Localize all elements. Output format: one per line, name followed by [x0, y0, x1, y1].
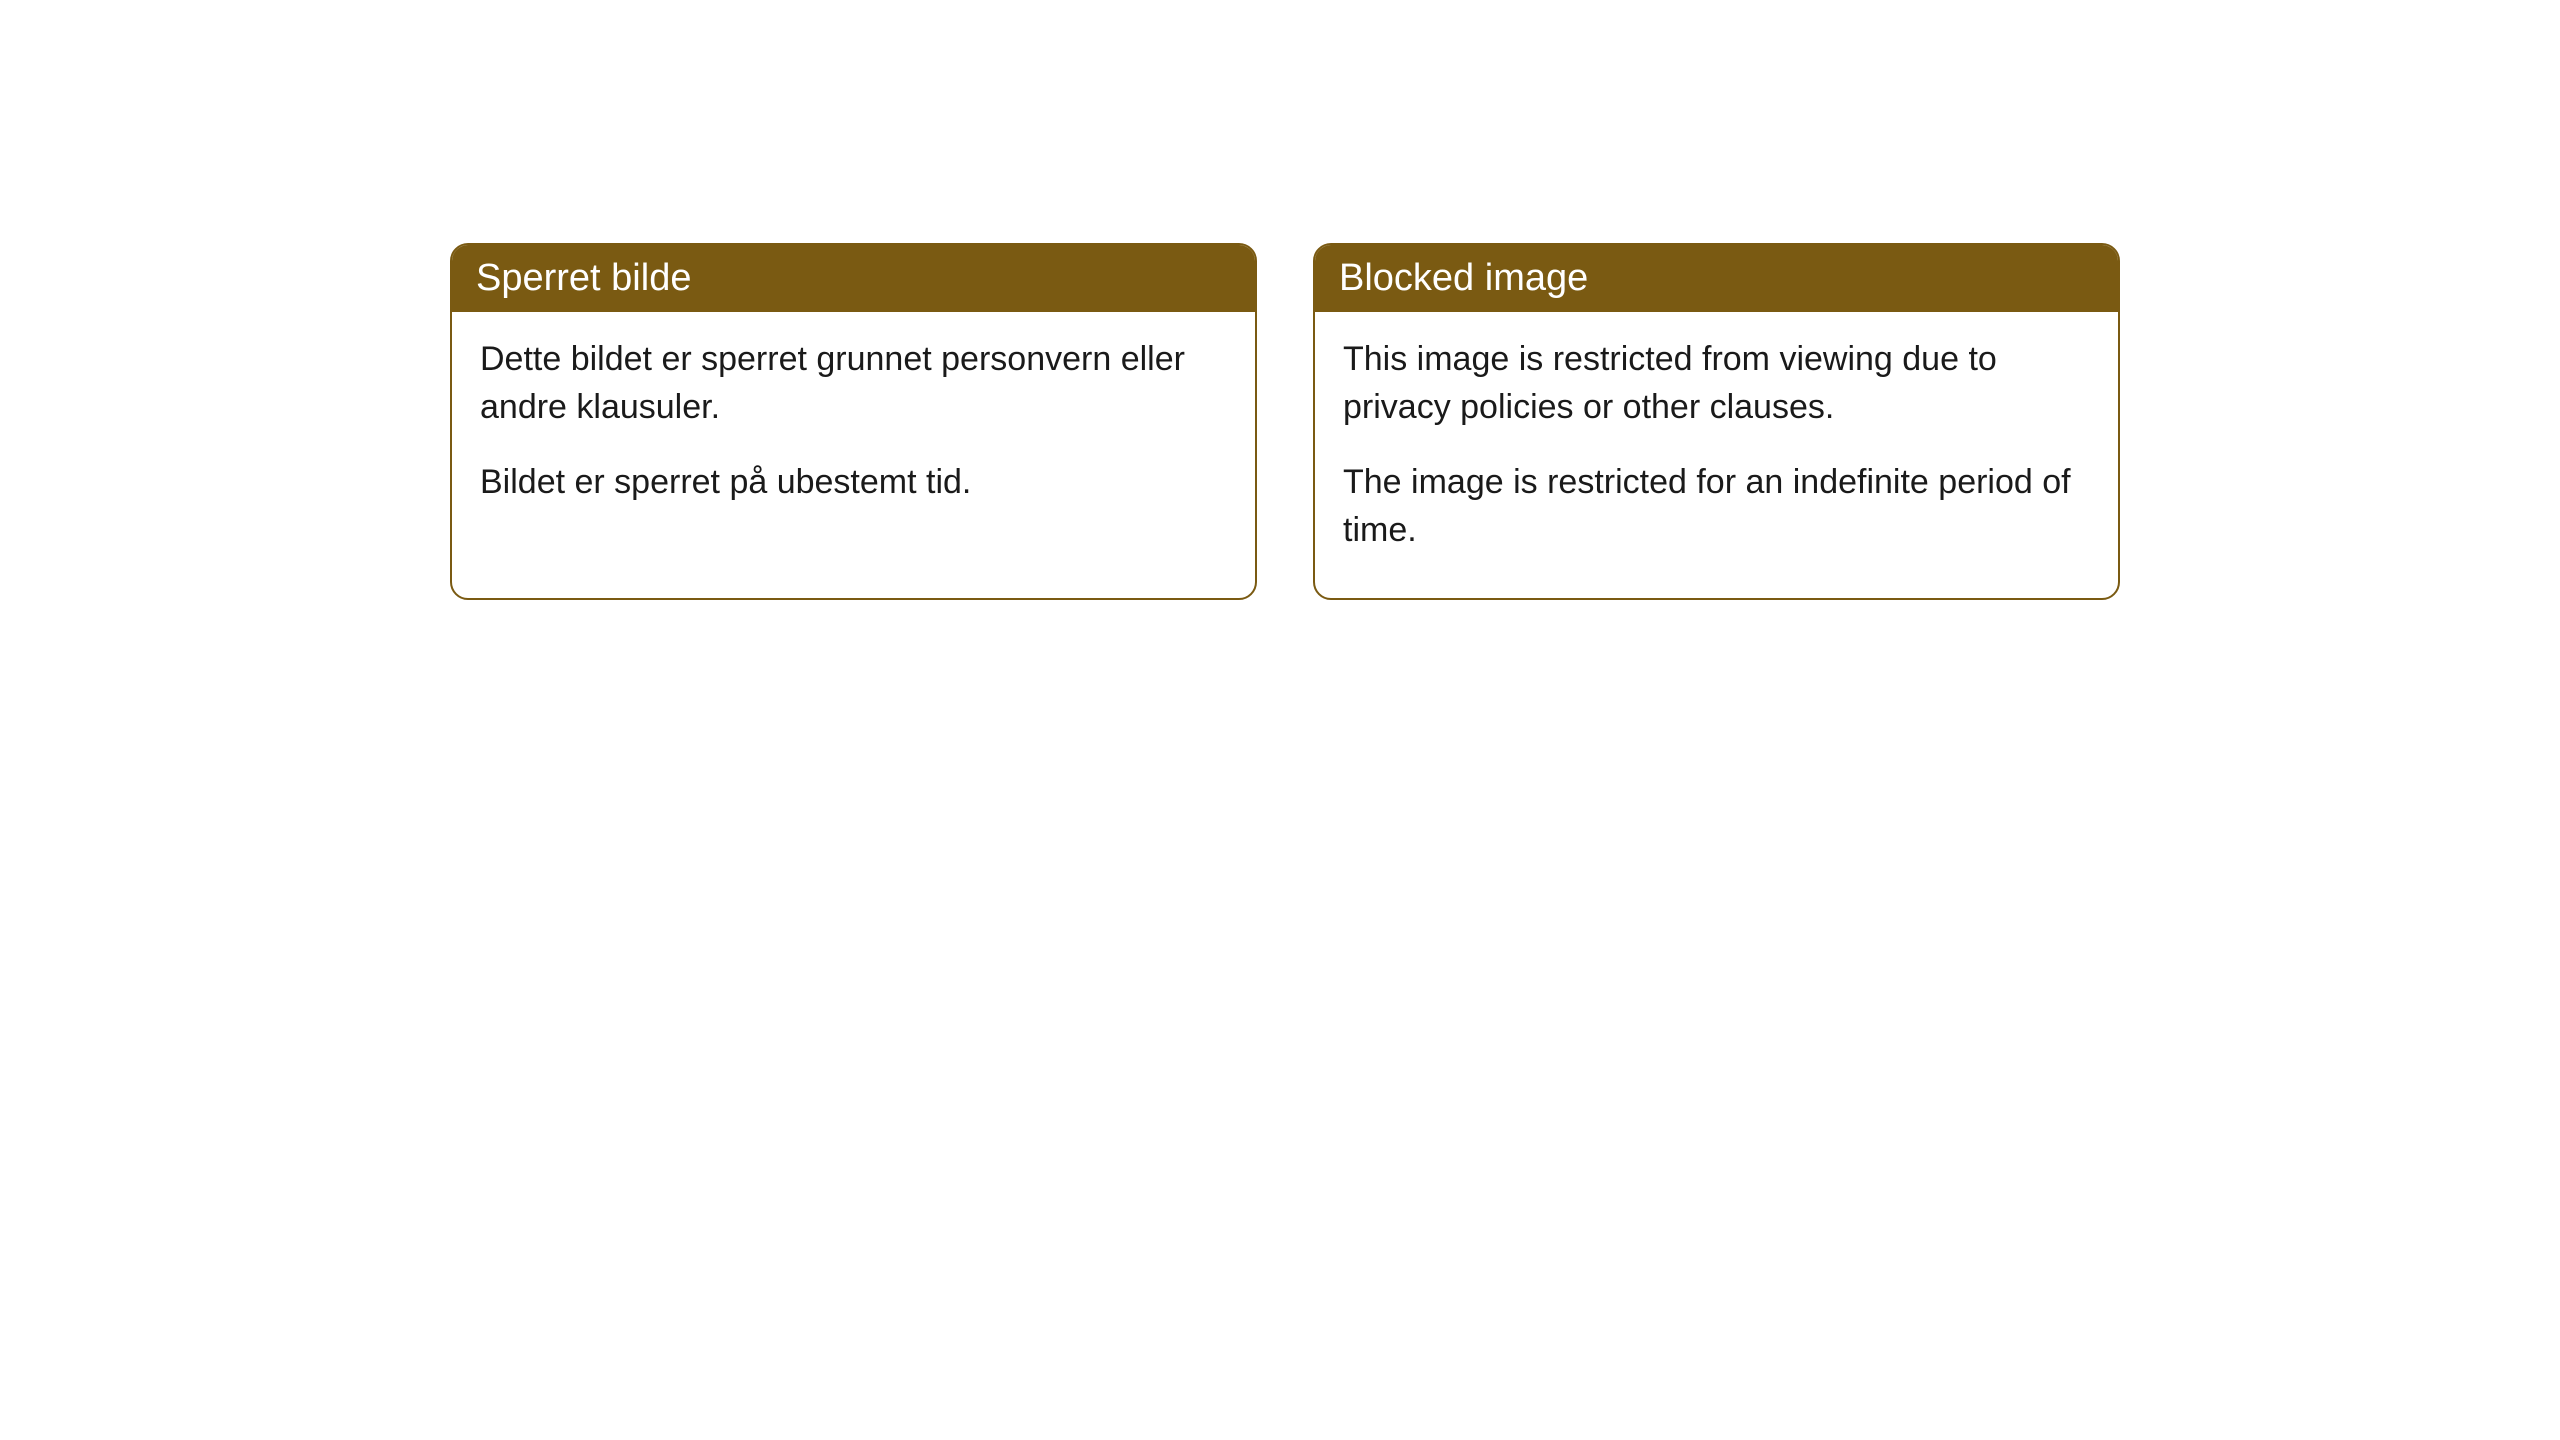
- card-title-en: Blocked image: [1339, 257, 1588, 299]
- card-para1-en: This image is restricted from viewing du…: [1343, 336, 2090, 431]
- card-para2-no: Bildet er sperret på ubestemt tid.: [480, 459, 1227, 507]
- card-title-no: Sperret bilde: [476, 257, 691, 299]
- blocked-image-card-en: Blocked image This image is restricted f…: [1313, 243, 2120, 600]
- blocked-image-card-no: Sperret bilde Dette bildet er sperret gr…: [450, 243, 1257, 600]
- card-para2-en: The image is restricted for an indefinit…: [1343, 459, 2090, 554]
- card-body-no: Dette bildet er sperret grunnet personve…: [452, 312, 1255, 551]
- card-header-no: Sperret bilde: [452, 245, 1255, 312]
- card-body-en: This image is restricted from viewing du…: [1315, 312, 2118, 598]
- card-header-en: Blocked image: [1315, 245, 2118, 312]
- notice-cards-container: Sperret bilde Dette bildet er sperret gr…: [450, 243, 2120, 600]
- card-para1-no: Dette bildet er sperret grunnet personve…: [480, 336, 1227, 431]
